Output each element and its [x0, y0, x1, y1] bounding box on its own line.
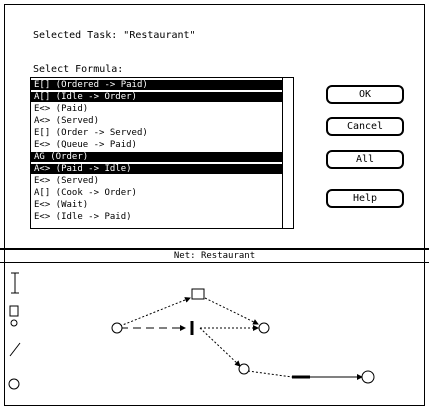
list-label: Select Formula:: [33, 64, 123, 75]
formula-item[interactable]: E[] (Ordered -> Paid): [31, 80, 282, 90]
button[interactable]: All: [326, 150, 404, 169]
screen: Selected Task: "Restaurant" Select Formu…: [0, 0, 429, 411]
formula-item[interactable]: E<> (Idle -> Paid): [31, 212, 282, 222]
formula-item[interactable]: A[] (Idle -> Order): [31, 92, 282, 102]
petri-net: [112, 289, 374, 383]
formula-item[interactable]: E<> (Wait): [31, 200, 282, 210]
formula-item[interactable]: E[] (Order -> Served): [31, 128, 282, 138]
formula-list[interactable]: E[] (Ordered -> Paid) A[] (Idle -> Order)…: [30, 77, 294, 229]
formula-item[interactable]: A[] (Cook -> Order): [31, 188, 282, 198]
button[interactable]: OK: [326, 85, 404, 104]
tool-palette[interactable]: [9, 273, 20, 389]
net-canvas: [0, 261, 429, 406]
formula-item[interactable]: AG (Order): [31, 152, 282, 162]
dialog-title: Selected Task: "Restaurant": [33, 30, 196, 41]
button[interactable]: Cancel: [326, 117, 404, 136]
formula-item[interactable]: A<> (Served): [31, 116, 282, 126]
button[interactable]: Help: [326, 189, 404, 208]
formula-item[interactable]: E<> (Paid): [31, 104, 282, 114]
formula-item[interactable]: E<> (Served): [31, 176, 282, 186]
formula-item[interactable]: A<> (Paid -> Idle): [31, 164, 282, 174]
formula-item[interactable]: E<> (Queue -> Paid): [31, 140, 282, 150]
scrollbar[interactable]: [282, 78, 293, 228]
